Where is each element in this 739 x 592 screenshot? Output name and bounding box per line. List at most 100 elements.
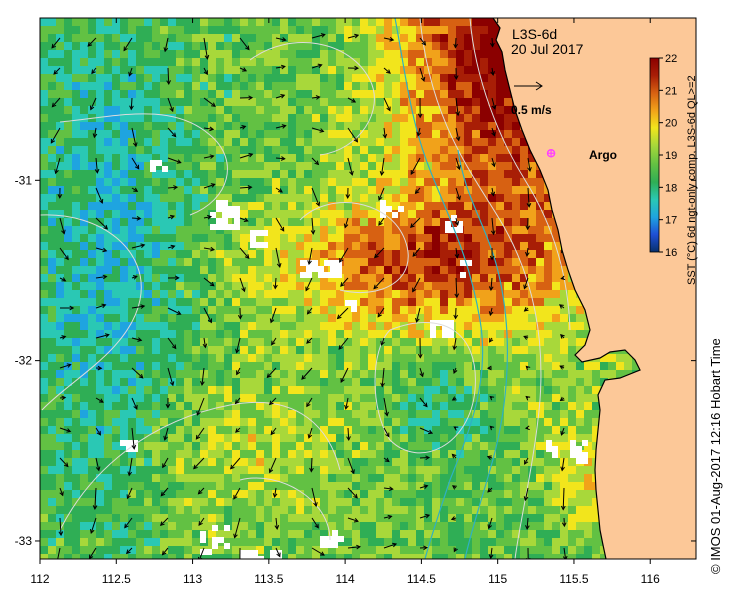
current-vector xyxy=(230,457,241,470)
current-vector xyxy=(491,187,494,196)
current-vector-head xyxy=(270,430,276,436)
current-vector xyxy=(239,217,248,222)
current-vector-head xyxy=(248,95,254,101)
current-vector xyxy=(275,125,286,129)
current-vector xyxy=(491,97,496,109)
current-vector-head xyxy=(91,69,96,75)
current-vector xyxy=(563,547,567,559)
current-vector-head xyxy=(131,444,137,450)
current-vector-head xyxy=(523,307,529,312)
current-vector-head xyxy=(210,246,216,252)
current-vector-head xyxy=(51,43,56,49)
current-vector xyxy=(167,127,177,137)
current-vector xyxy=(196,397,205,416)
current-vector-head xyxy=(380,340,385,346)
current-vector-head xyxy=(233,494,238,500)
current-vector xyxy=(419,514,430,519)
current-vector xyxy=(275,157,285,160)
current-vector-head xyxy=(197,489,203,495)
colorbar-title: SST (°C) 6d ngt-only comp, L3S-6d QL>=2 xyxy=(686,75,698,285)
current-vector-head xyxy=(102,247,108,253)
current-vector-head xyxy=(209,154,215,159)
lat-tick-label: -31 xyxy=(15,173,33,187)
colorbar-tick-label: 20 xyxy=(665,118,677,130)
current-vector-head xyxy=(176,159,182,164)
current-vector xyxy=(203,247,215,251)
current-vector xyxy=(198,517,205,526)
current-vector xyxy=(131,244,145,249)
current-vector xyxy=(164,427,169,440)
colorbar-tick-label: 17 xyxy=(665,215,677,227)
current-vector-head xyxy=(486,365,492,371)
current-vector xyxy=(51,97,61,108)
velocity-scale-arrow xyxy=(514,81,543,91)
current-vector xyxy=(337,307,349,319)
current-vector-head xyxy=(133,187,139,192)
current-vector-head xyxy=(353,518,359,523)
current-vector xyxy=(203,127,214,130)
current-vector-head xyxy=(210,183,216,188)
contour-line xyxy=(40,214,142,411)
current-vector-head xyxy=(338,345,344,350)
current-vector-head xyxy=(66,428,72,433)
current-vector-head xyxy=(527,166,532,172)
current-vector-head xyxy=(165,403,171,409)
current-vector xyxy=(87,37,97,47)
current-vector-head xyxy=(306,339,311,344)
lon-tick-label: 114 xyxy=(336,572,355,586)
current-vector-head xyxy=(491,131,496,137)
current-vector-head xyxy=(412,287,417,293)
current-vector-head xyxy=(136,216,142,221)
current-vector xyxy=(491,217,495,235)
current-vector-head xyxy=(307,260,312,266)
current-vector-head xyxy=(176,310,182,315)
current-vector-head xyxy=(209,281,215,287)
current-vector-head xyxy=(526,202,532,208)
current-vector-head xyxy=(456,195,461,201)
current-vector-head xyxy=(128,71,133,77)
current-vector-head xyxy=(61,335,67,340)
current-vector xyxy=(131,367,144,379)
current-vector xyxy=(162,547,169,556)
current-vector-head xyxy=(560,275,566,281)
lon-tick-label: 112.5 xyxy=(102,572,131,586)
current-vector-head xyxy=(562,555,568,559)
current-vector-head xyxy=(415,317,420,323)
current-vector xyxy=(195,427,205,440)
current-vector xyxy=(383,97,391,111)
isobath-line xyxy=(457,149,509,559)
current-vector-head xyxy=(64,255,69,261)
current-vector-head xyxy=(159,521,165,527)
current-vector-head xyxy=(419,372,424,378)
current-vector xyxy=(239,247,250,259)
current-vector xyxy=(453,337,457,350)
isobath-lines xyxy=(394,18,509,559)
current-vector xyxy=(307,307,313,315)
current-vector xyxy=(311,517,319,528)
current-vector xyxy=(275,65,285,69)
current-vector xyxy=(131,305,145,309)
current-vector-head xyxy=(319,128,325,133)
lat-tick-label: -32 xyxy=(15,354,33,368)
current-vector-head xyxy=(455,136,461,142)
current-vector xyxy=(131,157,140,170)
current-vector xyxy=(95,457,100,471)
current-vector-head xyxy=(279,226,285,232)
current-vector xyxy=(347,127,358,143)
current-vector-head xyxy=(87,42,93,47)
current-vector-head xyxy=(193,464,198,470)
current-vector xyxy=(95,275,107,279)
current-vector-head xyxy=(200,381,205,386)
current-vector xyxy=(311,64,322,69)
current-vector-head xyxy=(454,220,460,226)
current-vector xyxy=(59,247,69,260)
current-vector xyxy=(383,515,392,519)
current-vector-head xyxy=(377,312,382,318)
current-vector-head xyxy=(387,514,393,520)
current-vector-head xyxy=(95,466,101,472)
current-vector-head xyxy=(489,395,495,401)
current-vector xyxy=(345,397,349,409)
current-vector xyxy=(383,427,390,437)
current-vector xyxy=(419,397,428,407)
lon-tick-label: 114.5 xyxy=(407,572,436,586)
